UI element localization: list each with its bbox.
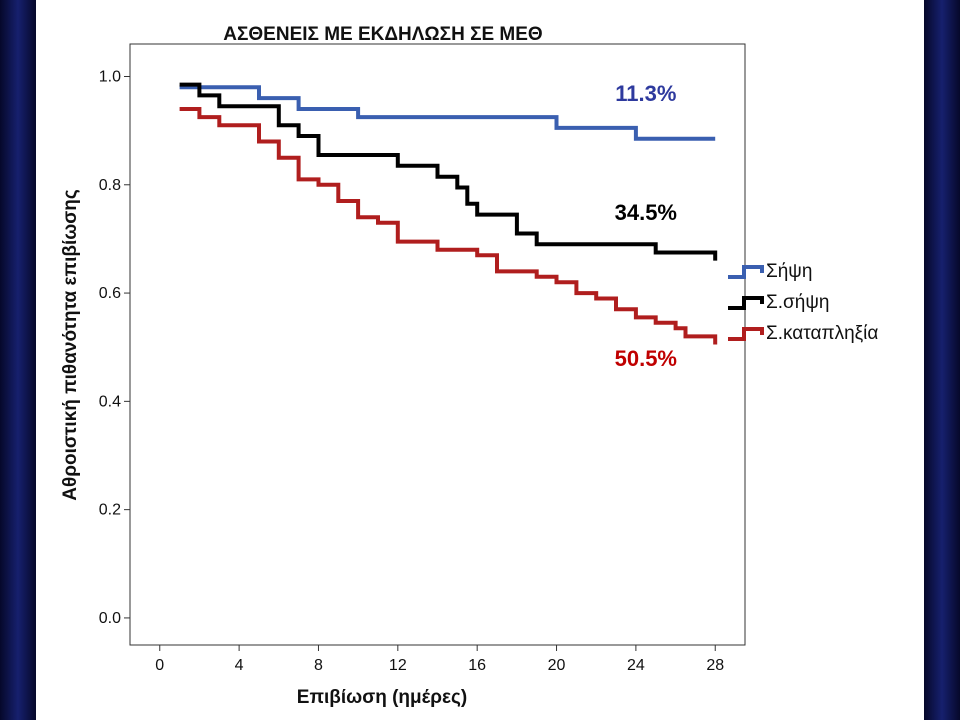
series-line-2 bbox=[179, 82, 718, 261]
legend-swatch bbox=[728, 296, 764, 310]
legend-label: Σήψη bbox=[766, 261, 812, 282]
series-lines bbox=[179, 82, 718, 345]
x-tick-label: 12 bbox=[389, 657, 407, 674]
x-axis: 0 4 8 12 16 20 24 28 bbox=[155, 645, 724, 674]
x-tick-label: 24 bbox=[627, 657, 645, 674]
y-tick-label: 1.0 bbox=[99, 68, 121, 85]
annotations: 11.3% 34.5% 50.5% bbox=[615, 81, 677, 371]
x-axis-title: Επιβίωση (ημέρες) bbox=[297, 687, 467, 708]
legend-label: Σ.σήψη bbox=[766, 292, 829, 313]
series-line-1 bbox=[179, 85, 716, 141]
y-tick-label: 0.6 bbox=[99, 285, 121, 302]
chart-title: ΑΣΘΕΝΕΙΣ ΜΕ ΕΚΔΗΛΩΣΗ ΣΕ ΜΕΘ bbox=[223, 24, 542, 45]
x-tick-label: 16 bbox=[468, 657, 486, 674]
annotation-2: 34.5% bbox=[615, 200, 677, 225]
x-tick-label: 4 bbox=[235, 657, 244, 674]
y-tick-label: 0.0 bbox=[99, 610, 121, 627]
survival-chart: ΑΣΘΕΝΕΙΣ ΜΕ ΕΚΔΗΛΩΣΗ ΣΕ ΜΕΘ 0.0 0.2 0.4 0.6… bbox=[60, 24, 878, 708]
slide-area: ΑΣΘΕΝΕΙΣ ΜΕ ΕΚΔΗΛΩΣΗ ΣΕ ΜΕΘ 0.0 0.2 0.4 0.6… bbox=[36, 0, 924, 720]
legend: Σήψη Σ.σήψη Σ.καταπληξία bbox=[728, 261, 878, 344]
annotation-1: 11.3% bbox=[615, 81, 676, 106]
y-tick-label: 0.4 bbox=[99, 393, 121, 410]
x-tick-label: 8 bbox=[314, 657, 323, 674]
right-side-band bbox=[924, 0, 960, 720]
left-side-band bbox=[0, 0, 36, 720]
series-line-3 bbox=[179, 107, 718, 345]
x-tick-label: 0 bbox=[155, 657, 164, 674]
annotation-3: 50.5% bbox=[615, 346, 677, 371]
x-tick-label: 28 bbox=[706, 657, 724, 674]
y-tick-label: 0.2 bbox=[99, 502, 121, 519]
y-tick-label: 0.8 bbox=[99, 177, 121, 194]
y-axis: 0.0 0.2 0.4 0.6 0.8 1.0 bbox=[99, 68, 130, 627]
y-axis-title: Αθροιστική πιθανότητα επιβίωσης bbox=[60, 189, 81, 501]
x-tick-label: 20 bbox=[548, 657, 566, 674]
legend-label: Σ.καταπληξία bbox=[766, 323, 878, 344]
legend-swatch bbox=[728, 327, 764, 341]
plot-frame bbox=[129, 43, 746, 646]
legend-swatch bbox=[728, 265, 764, 279]
